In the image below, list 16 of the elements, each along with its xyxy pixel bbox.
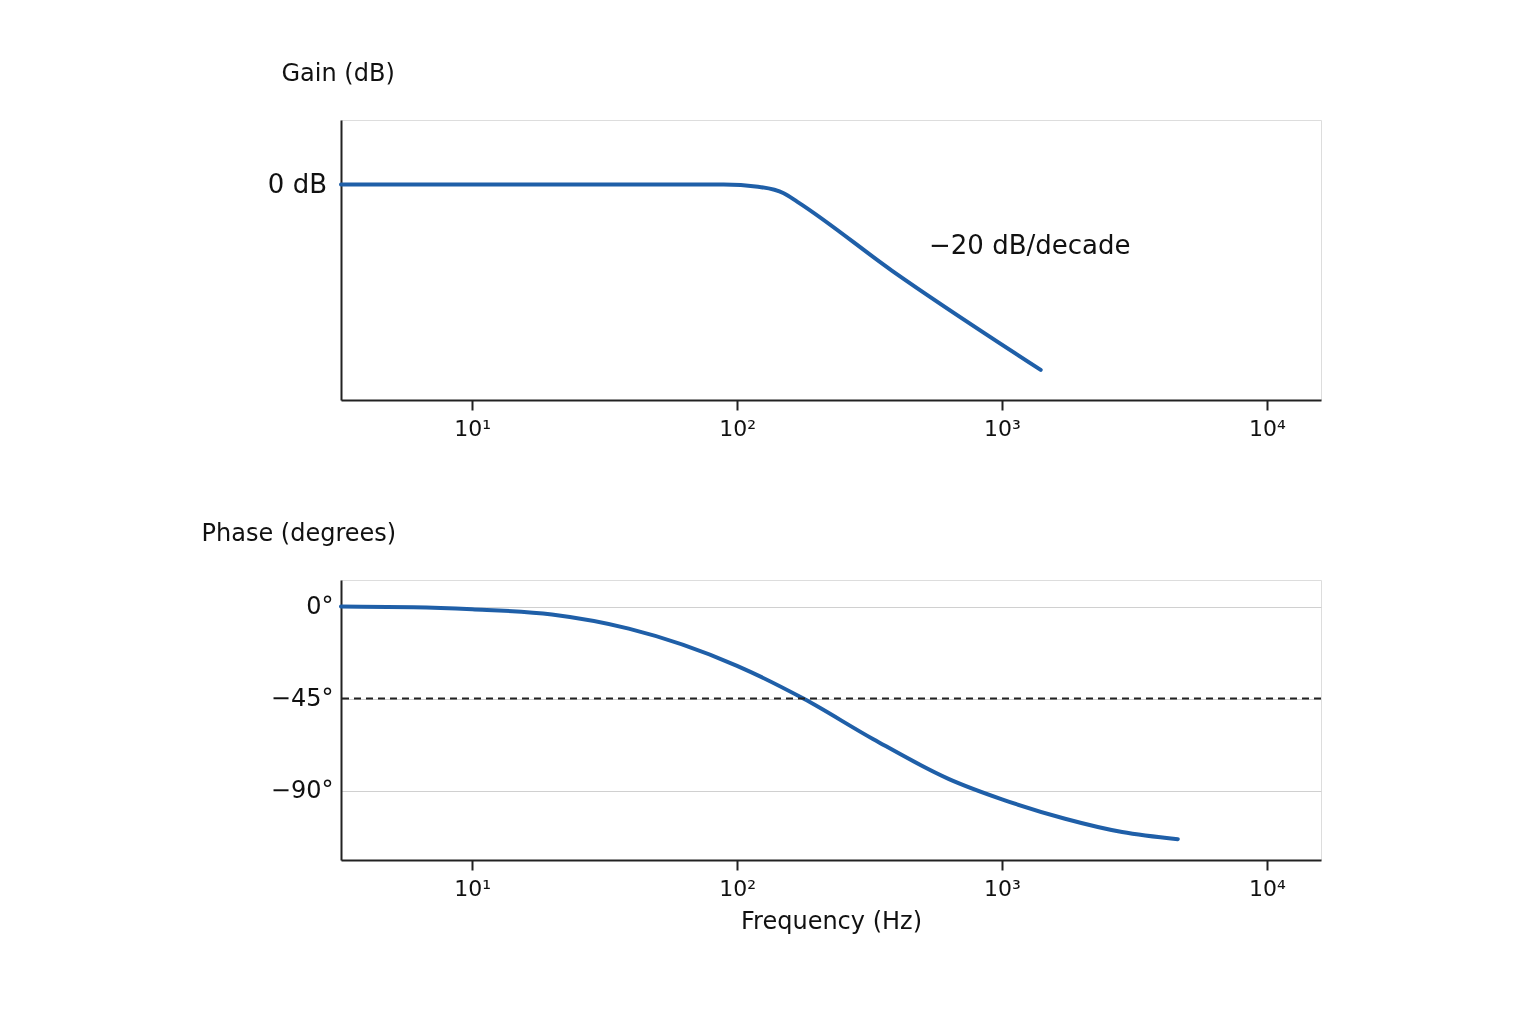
text: 0 dB <box>267 168 327 199</box>
x-axis-title: Frequency (Hz) <box>741 906 922 935</box>
y-tick-label: 0° <box>306 592 334 621</box>
y-axis-title: Phase (degrees) <box>201 518 397 547</box>
x-tick-label: 10² <box>719 415 756 441</box>
y-tick-label: −45° <box>270 684 334 713</box>
x-tick-label: 10⁴ <box>1249 415 1286 441</box>
x-tick-label: 10¹ <box>454 415 492 441</box>
y-axis-title: Gain (dB) <box>281 58 395 87</box>
x-tick-label: 10² <box>719 875 756 901</box>
y-tick-label: −90° <box>270 776 334 805</box>
x-tick-label: 10³ <box>984 875 1021 901</box>
x-tick-label: 10⁴ <box>1249 875 1286 901</box>
x-tick-label: 10³ <box>984 415 1021 441</box>
x-tick-label: 10¹ <box>454 875 492 901</box>
annotation: −20 dB/decade <box>929 230 1131 260</box>
